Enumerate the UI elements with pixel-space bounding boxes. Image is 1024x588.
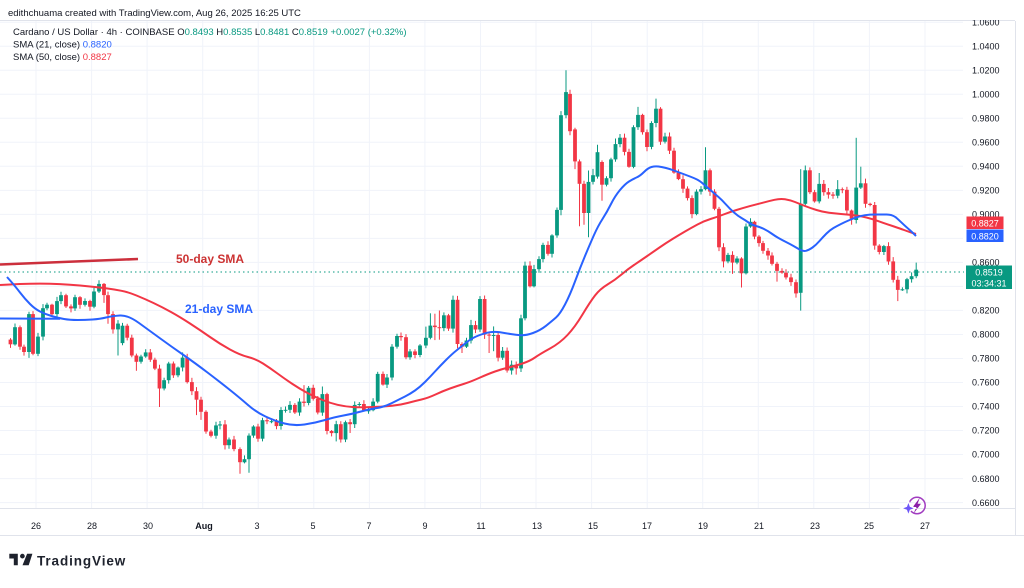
svg-text:0.7800: 0.7800 — [972, 354, 1000, 364]
svg-text:50-day SMA: 50-day SMA — [176, 252, 244, 266]
svg-text:0.9200: 0.9200 — [972, 186, 1000, 196]
svg-text:19: 19 — [698, 521, 708, 531]
svg-text:Cardano / US Dollar · 4h · COI: Cardano / US Dollar · 4h · COINBASE O0.8… — [13, 27, 407, 38]
svg-text:28: 28 — [87, 521, 97, 531]
svg-text:9: 9 — [422, 521, 427, 531]
svg-text:TradingView: TradingView — [37, 554, 126, 569]
svg-text:0.8827: 0.8827 — [971, 218, 999, 228]
svg-text:21-day SMA: 21-day SMA — [185, 302, 253, 316]
svg-text:0.7600: 0.7600 — [972, 378, 1000, 388]
svg-text:0.9400: 0.9400 — [972, 162, 1000, 172]
svg-text:11: 11 — [476, 521, 485, 531]
svg-text:3: 3 — [254, 521, 259, 531]
svg-text:1.0200: 1.0200 — [972, 66, 1000, 76]
svg-text:13: 13 — [532, 521, 542, 531]
svg-text:0.8200: 0.8200 — [972, 306, 1000, 316]
svg-text:15: 15 — [588, 521, 598, 531]
svg-text:SMA (21, close) 0.8820: SMA (21, close) 0.8820 — [13, 40, 112, 51]
svg-text:edithchuama created with Tradi: edithchuama created with TradingView.com… — [8, 8, 301, 19]
svg-text:1.0400: 1.0400 — [972, 42, 1000, 52]
svg-text:23: 23 — [810, 521, 820, 531]
svg-text:26: 26 — [31, 521, 41, 531]
svg-text:27: 27 — [920, 521, 930, 531]
svg-text:1.0000: 1.0000 — [972, 90, 1000, 100]
svg-text:Aug: Aug — [195, 521, 213, 531]
svg-text:7: 7 — [366, 521, 371, 531]
svg-text:0.6600: 0.6600 — [972, 498, 1000, 508]
svg-text:25: 25 — [864, 521, 874, 531]
svg-text:03:34:31: 03:34:31 — [971, 278, 1006, 288]
svg-text:0.7200: 0.7200 — [972, 426, 1000, 436]
svg-text:0.7000: 0.7000 — [972, 450, 1000, 460]
svg-text:21: 21 — [754, 521, 764, 531]
svg-text:0.6800: 0.6800 — [972, 474, 1000, 484]
svg-text:0.8820: 0.8820 — [971, 231, 999, 241]
svg-text:5: 5 — [310, 521, 315, 531]
svg-text:0.7400: 0.7400 — [972, 402, 1000, 412]
svg-text:SMA (50, close) 0.8827: SMA (50, close) 0.8827 — [13, 52, 112, 63]
svg-text:0.8000: 0.8000 — [972, 330, 1000, 340]
svg-text:30: 30 — [143, 521, 153, 531]
svg-text:0.8519: 0.8519 — [975, 267, 1003, 277]
svg-text:17: 17 — [642, 521, 652, 531]
svg-text:0.9600: 0.9600 — [972, 138, 1000, 148]
svg-text:0.9800: 0.9800 — [972, 114, 1000, 124]
